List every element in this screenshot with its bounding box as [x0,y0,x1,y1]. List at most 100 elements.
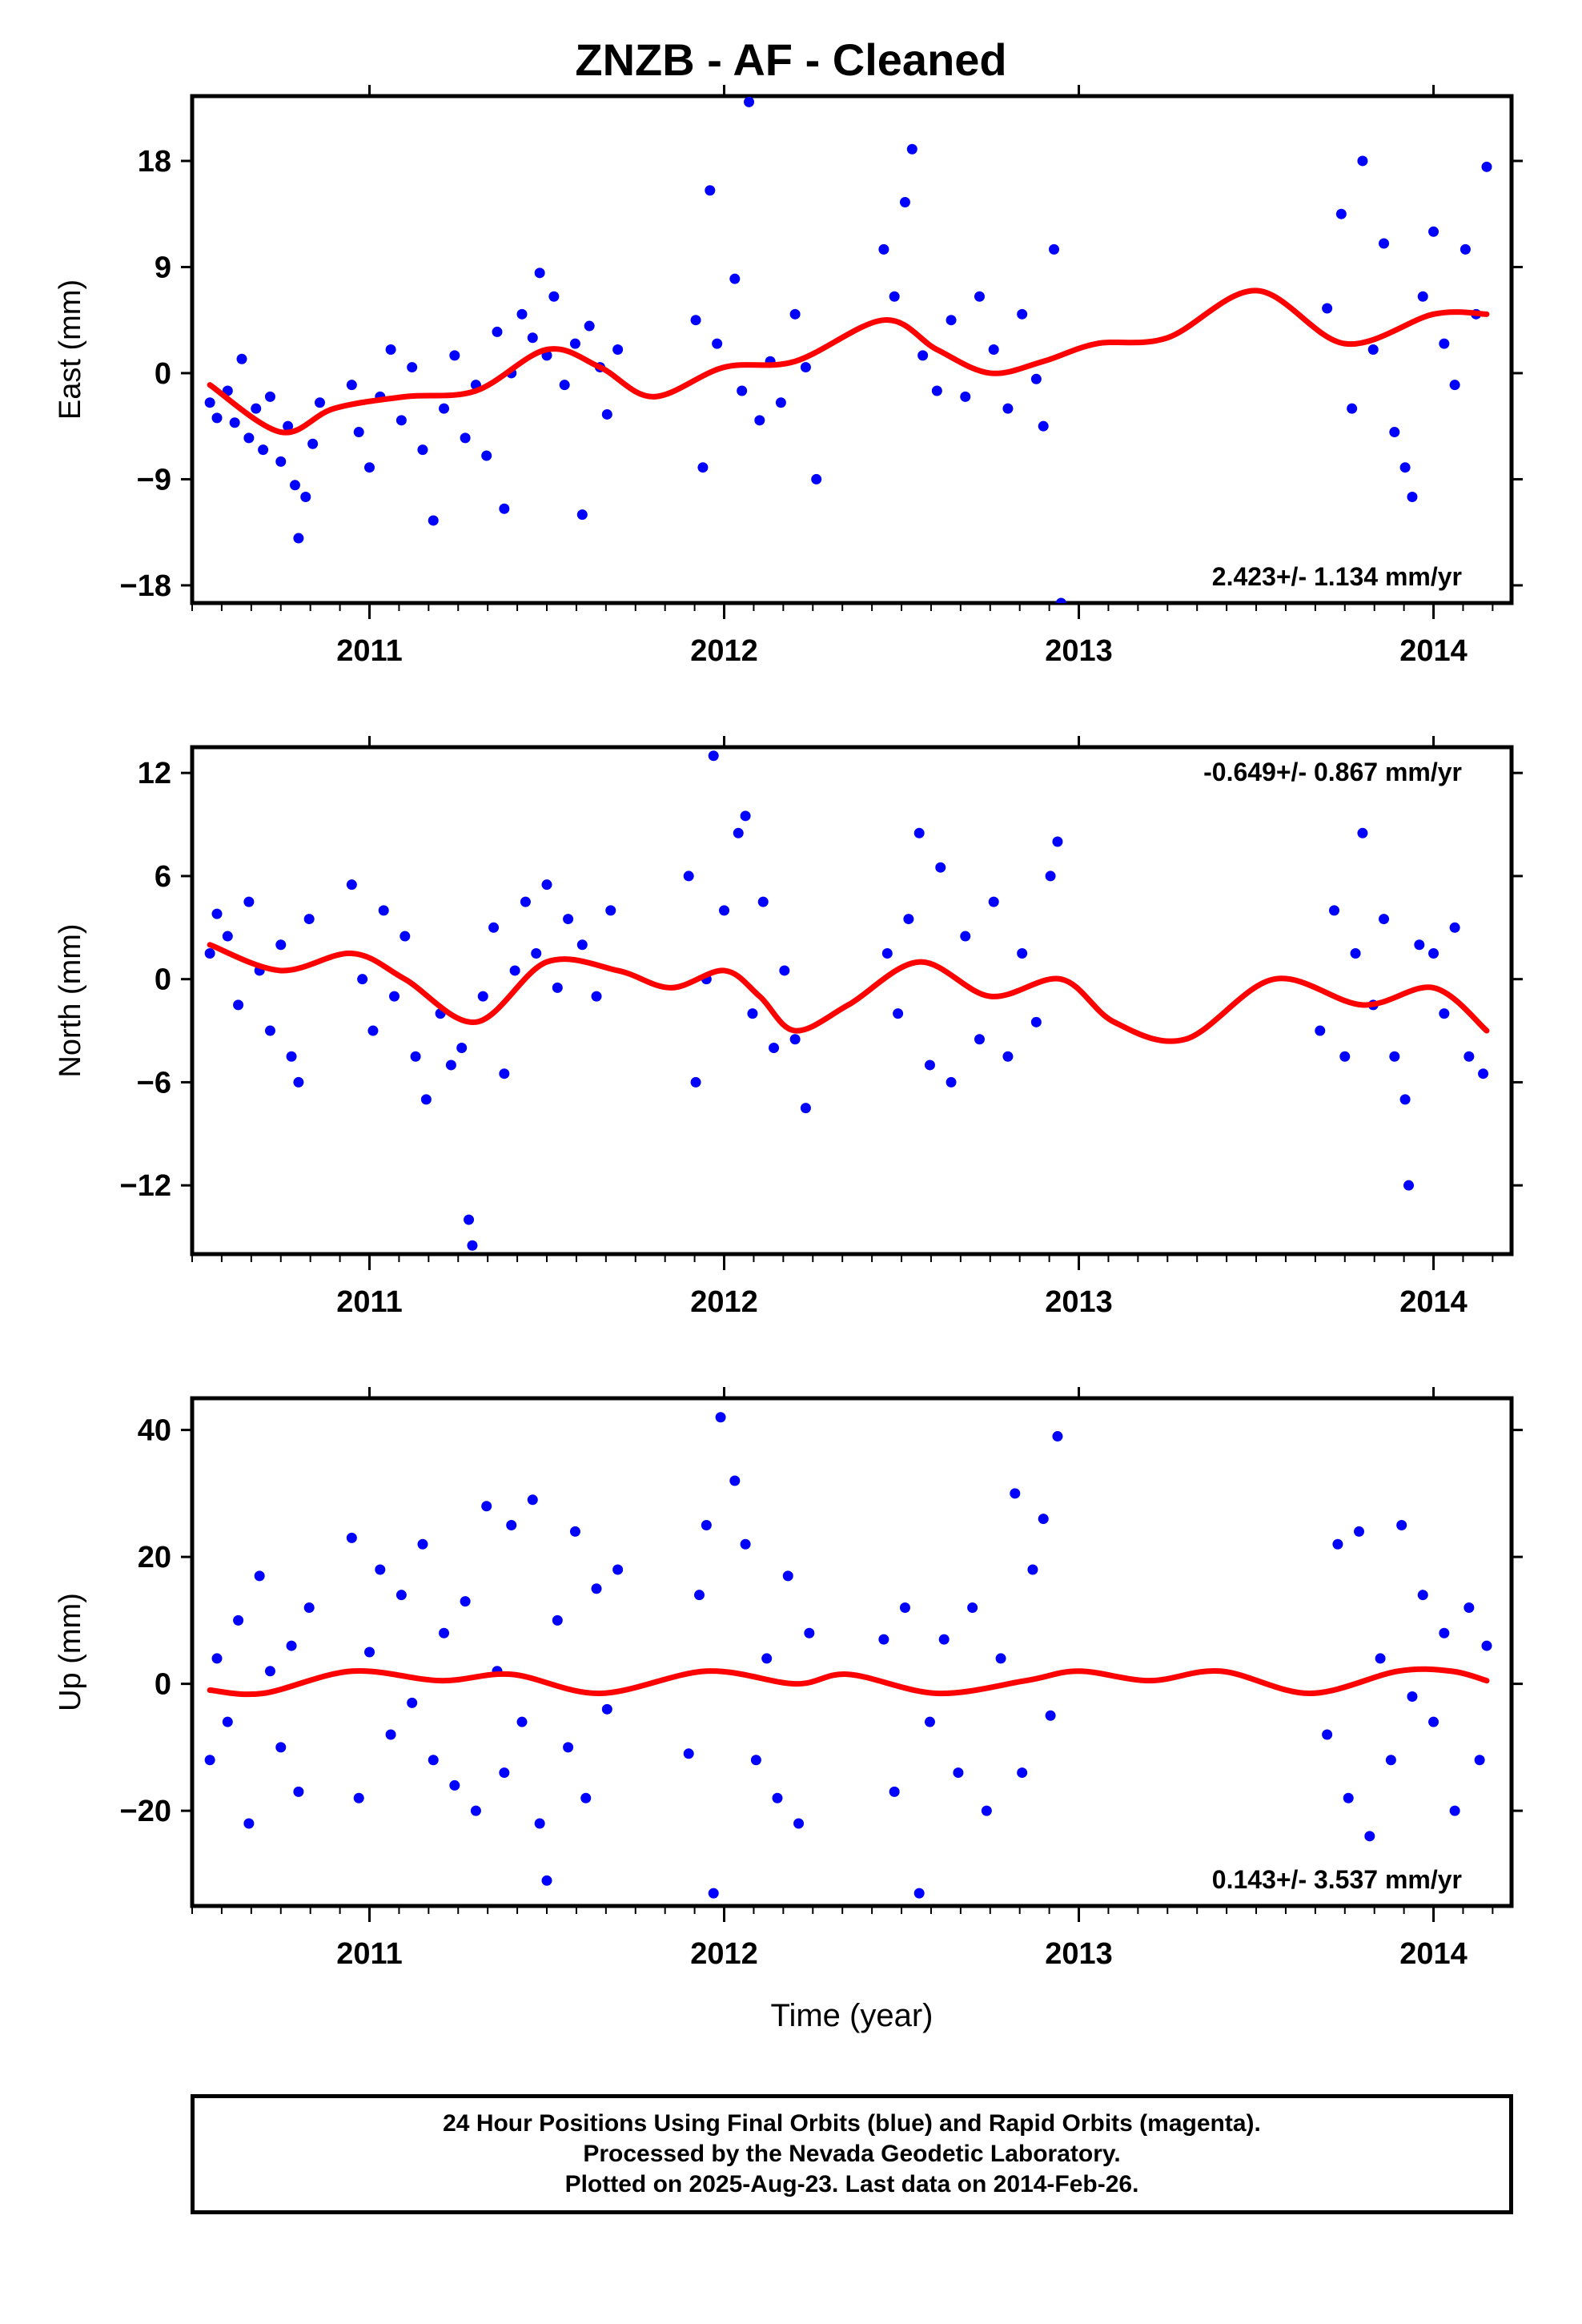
east-data-point [899,196,910,207]
east-data-point [697,462,709,473]
east-data-point [1399,462,1411,473]
east-data-point [712,338,723,349]
east-data-point [1055,597,1066,603]
east-data-point [1038,420,1049,432]
east-data-point [346,380,357,391]
east-data-point [889,291,900,302]
east-data-point [1347,403,1358,414]
north-data-point [974,1034,985,1045]
east-data-point [534,267,545,279]
north-data-point [779,965,790,976]
up-data-point [899,1602,910,1614]
page-title: ZNZB - AF - Cleaned [575,34,1007,85]
east-data-point [307,438,319,449]
east-data-point [229,417,240,428]
up-data-point [449,1779,460,1791]
footer-line-2: Processed by the Nevada Geodetic Laborat… [583,2141,1121,2167]
up-data-point [428,1755,439,1766]
east-ytick-label: −9 [137,463,171,497]
north-data-point [960,931,971,942]
north-data-point [747,1008,758,1019]
east-model-curve [207,287,1490,436]
north-data-point [467,1240,478,1251]
north-data-point [719,905,730,916]
up-data-point [1474,1755,1485,1766]
north-data-point [1002,1051,1014,1062]
east-data-point [460,432,471,444]
north-data-point [1478,1068,1489,1080]
north-data-point [924,1059,935,1071]
up-data-point [793,1818,805,1829]
east-data-point [559,380,570,391]
north-data-point [293,1076,304,1088]
east-panel: −18 −9 0 9 18 2011 2012 2013 2014 East (mm) 2.423+… [54,85,1523,668]
up-data-point [1332,1538,1343,1550]
up-data-point [375,1564,386,1575]
east-data-point [417,444,428,456]
east-data-point [548,291,560,302]
up-data-point [1354,1526,1365,1537]
north-data-point [733,827,744,838]
east-data-point [527,332,538,344]
north-data-point [1030,1016,1042,1027]
up-data-point [1428,1716,1439,1727]
east-xtick-label: 2013 [1045,634,1113,668]
up-data-point [938,1634,950,1645]
north-data-point [1379,914,1390,925]
east-data-point [789,308,801,320]
north-ytick-label: −6 [137,1066,171,1100]
east-data-point [385,344,396,355]
east-data-point [1379,238,1390,249]
north-data-point [357,974,368,985]
east-data-point [737,385,748,396]
up-data-point [275,1742,287,1753]
east-data-point [601,408,612,420]
up-data-point [1375,1653,1386,1664]
up-data-point [729,1475,741,1486]
east-data-point [1049,243,1060,255]
north-data-point [1328,905,1339,916]
up-data-point [612,1564,624,1575]
east-data-point [1002,403,1014,414]
east-data-point [775,397,786,408]
up-ytick-label: 40 [138,1414,171,1448]
up-data-point [1052,1431,1063,1442]
up-data-point [499,1767,510,1779]
north-ytick-label: −12 [120,1169,171,1203]
east-data-point [576,509,588,521]
north-data-point [893,1008,904,1019]
north-data-point [346,879,357,891]
north-data-point [552,982,563,993]
up-xtick-label: 2012 [690,1937,758,1971]
east-plot-frame [190,94,1514,605]
north-data-point [400,931,411,942]
up-data-point [541,1875,552,1886]
north-ytick-label: 12 [138,757,171,790]
east-ytick-label: 0 [155,357,171,391]
north-data-point [683,870,694,882]
up-data-point [694,1590,705,1601]
east-data-point [300,492,311,503]
up-data-point [683,1748,694,1759]
east-data-point [729,273,741,284]
east-xtick-label: 2011 [336,634,402,668]
north-data-point [1045,870,1056,882]
east-data-point [612,344,624,355]
east-data-point [1367,344,1379,355]
north-data-point [275,939,287,951]
east-data-point [1417,291,1428,302]
north-data-point [541,879,552,891]
up-data-point [761,1653,773,1664]
east-data-point [974,291,985,302]
east-data-point [428,515,439,526]
east-data-point [705,185,716,196]
up-plot-frame [190,1396,1514,1908]
up-xtick-label: 2013 [1045,1937,1113,1971]
north-data-point [211,908,223,919]
up-velocity-label: 0.143+/- 3.537 mm/yr [1212,1865,1462,1894]
north-data-layer [204,750,1490,1251]
north-data-point [740,810,751,822]
north-data-point [456,1043,468,1054]
north-xtick-label: 2011 [336,1285,402,1319]
east-ytick-label: −18 [120,569,171,603]
